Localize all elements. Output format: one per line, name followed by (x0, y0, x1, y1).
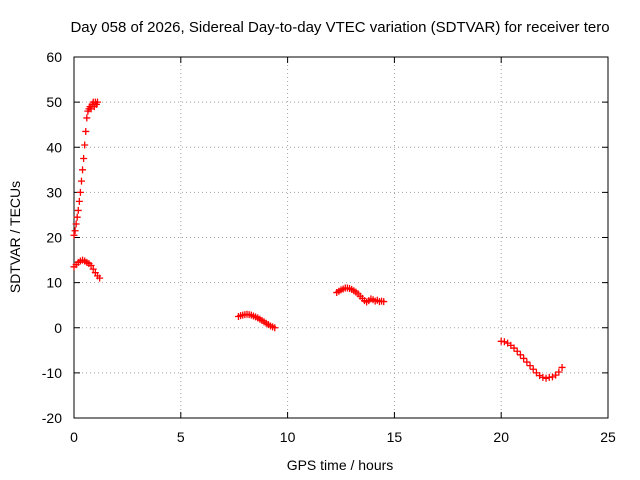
data-point (71, 227, 79, 235)
y-tick-label: 40 (46, 139, 62, 155)
data-point (72, 220, 80, 228)
data-point (74, 206, 82, 214)
data-point (513, 347, 521, 355)
x-tick-label: 5 (177, 429, 185, 445)
data-point (552, 371, 560, 379)
series-arc-1 (70, 98, 101, 239)
series-arc-5 (497, 337, 566, 382)
data-point (76, 188, 84, 196)
data-point (271, 324, 279, 332)
x-axis: 0 5 10 15 20 25 (70, 57, 616, 445)
x-tick-label: 0 (70, 429, 78, 445)
data-points (70, 98, 566, 382)
series-arc-4 (333, 284, 388, 306)
x-tick-label: 25 (600, 429, 616, 445)
y-tick-label: 30 (46, 184, 62, 200)
x-axis-label: GPS time / hours (287, 457, 394, 473)
data-point (510, 344, 518, 352)
data-point (87, 261, 95, 269)
data-point (96, 274, 104, 282)
x-tick-label: 20 (493, 429, 509, 445)
y-tick-label: 50 (46, 94, 62, 110)
data-point (542, 374, 550, 382)
data-point (523, 358, 531, 366)
data-point (83, 114, 91, 122)
data-point (79, 166, 87, 174)
data-point (539, 373, 547, 381)
y-axis: -20 -10 0 10 20 30 40 50 60 (42, 49, 608, 426)
series-arc-3 (234, 310, 279, 332)
y-tick-label: 20 (46, 230, 62, 246)
data-point (500, 338, 508, 346)
data-point (380, 298, 388, 306)
data-point (529, 365, 537, 373)
data-point (73, 213, 81, 221)
y-tick-label: 10 (46, 275, 62, 291)
data-point (555, 368, 563, 376)
data-point (77, 177, 85, 185)
data-point (81, 141, 89, 149)
x-tick-label: 15 (387, 429, 403, 445)
data-point (89, 265, 97, 273)
y-tick-label: 0 (54, 320, 62, 336)
data-point (558, 363, 566, 371)
x-tick-label: 10 (280, 429, 296, 445)
series-arc-2 (70, 256, 104, 282)
y-tick-label: -20 (42, 410, 62, 426)
data-point (82, 127, 90, 135)
data-point (75, 197, 83, 205)
grid (74, 57, 608, 418)
data-point (93, 98, 101, 106)
data-point (80, 155, 88, 163)
y-axis-label: SDTVAR / TECUs (7, 181, 23, 293)
chart-title: Day 058 of 2026, Sidereal Day-to-day VTE… (70, 19, 609, 36)
y-tick-label: -10 (42, 365, 62, 381)
data-point (520, 354, 528, 362)
y-tick-label: 60 (46, 49, 62, 65)
data-point (70, 231, 78, 239)
data-point (526, 362, 534, 370)
data-point (516, 351, 524, 359)
